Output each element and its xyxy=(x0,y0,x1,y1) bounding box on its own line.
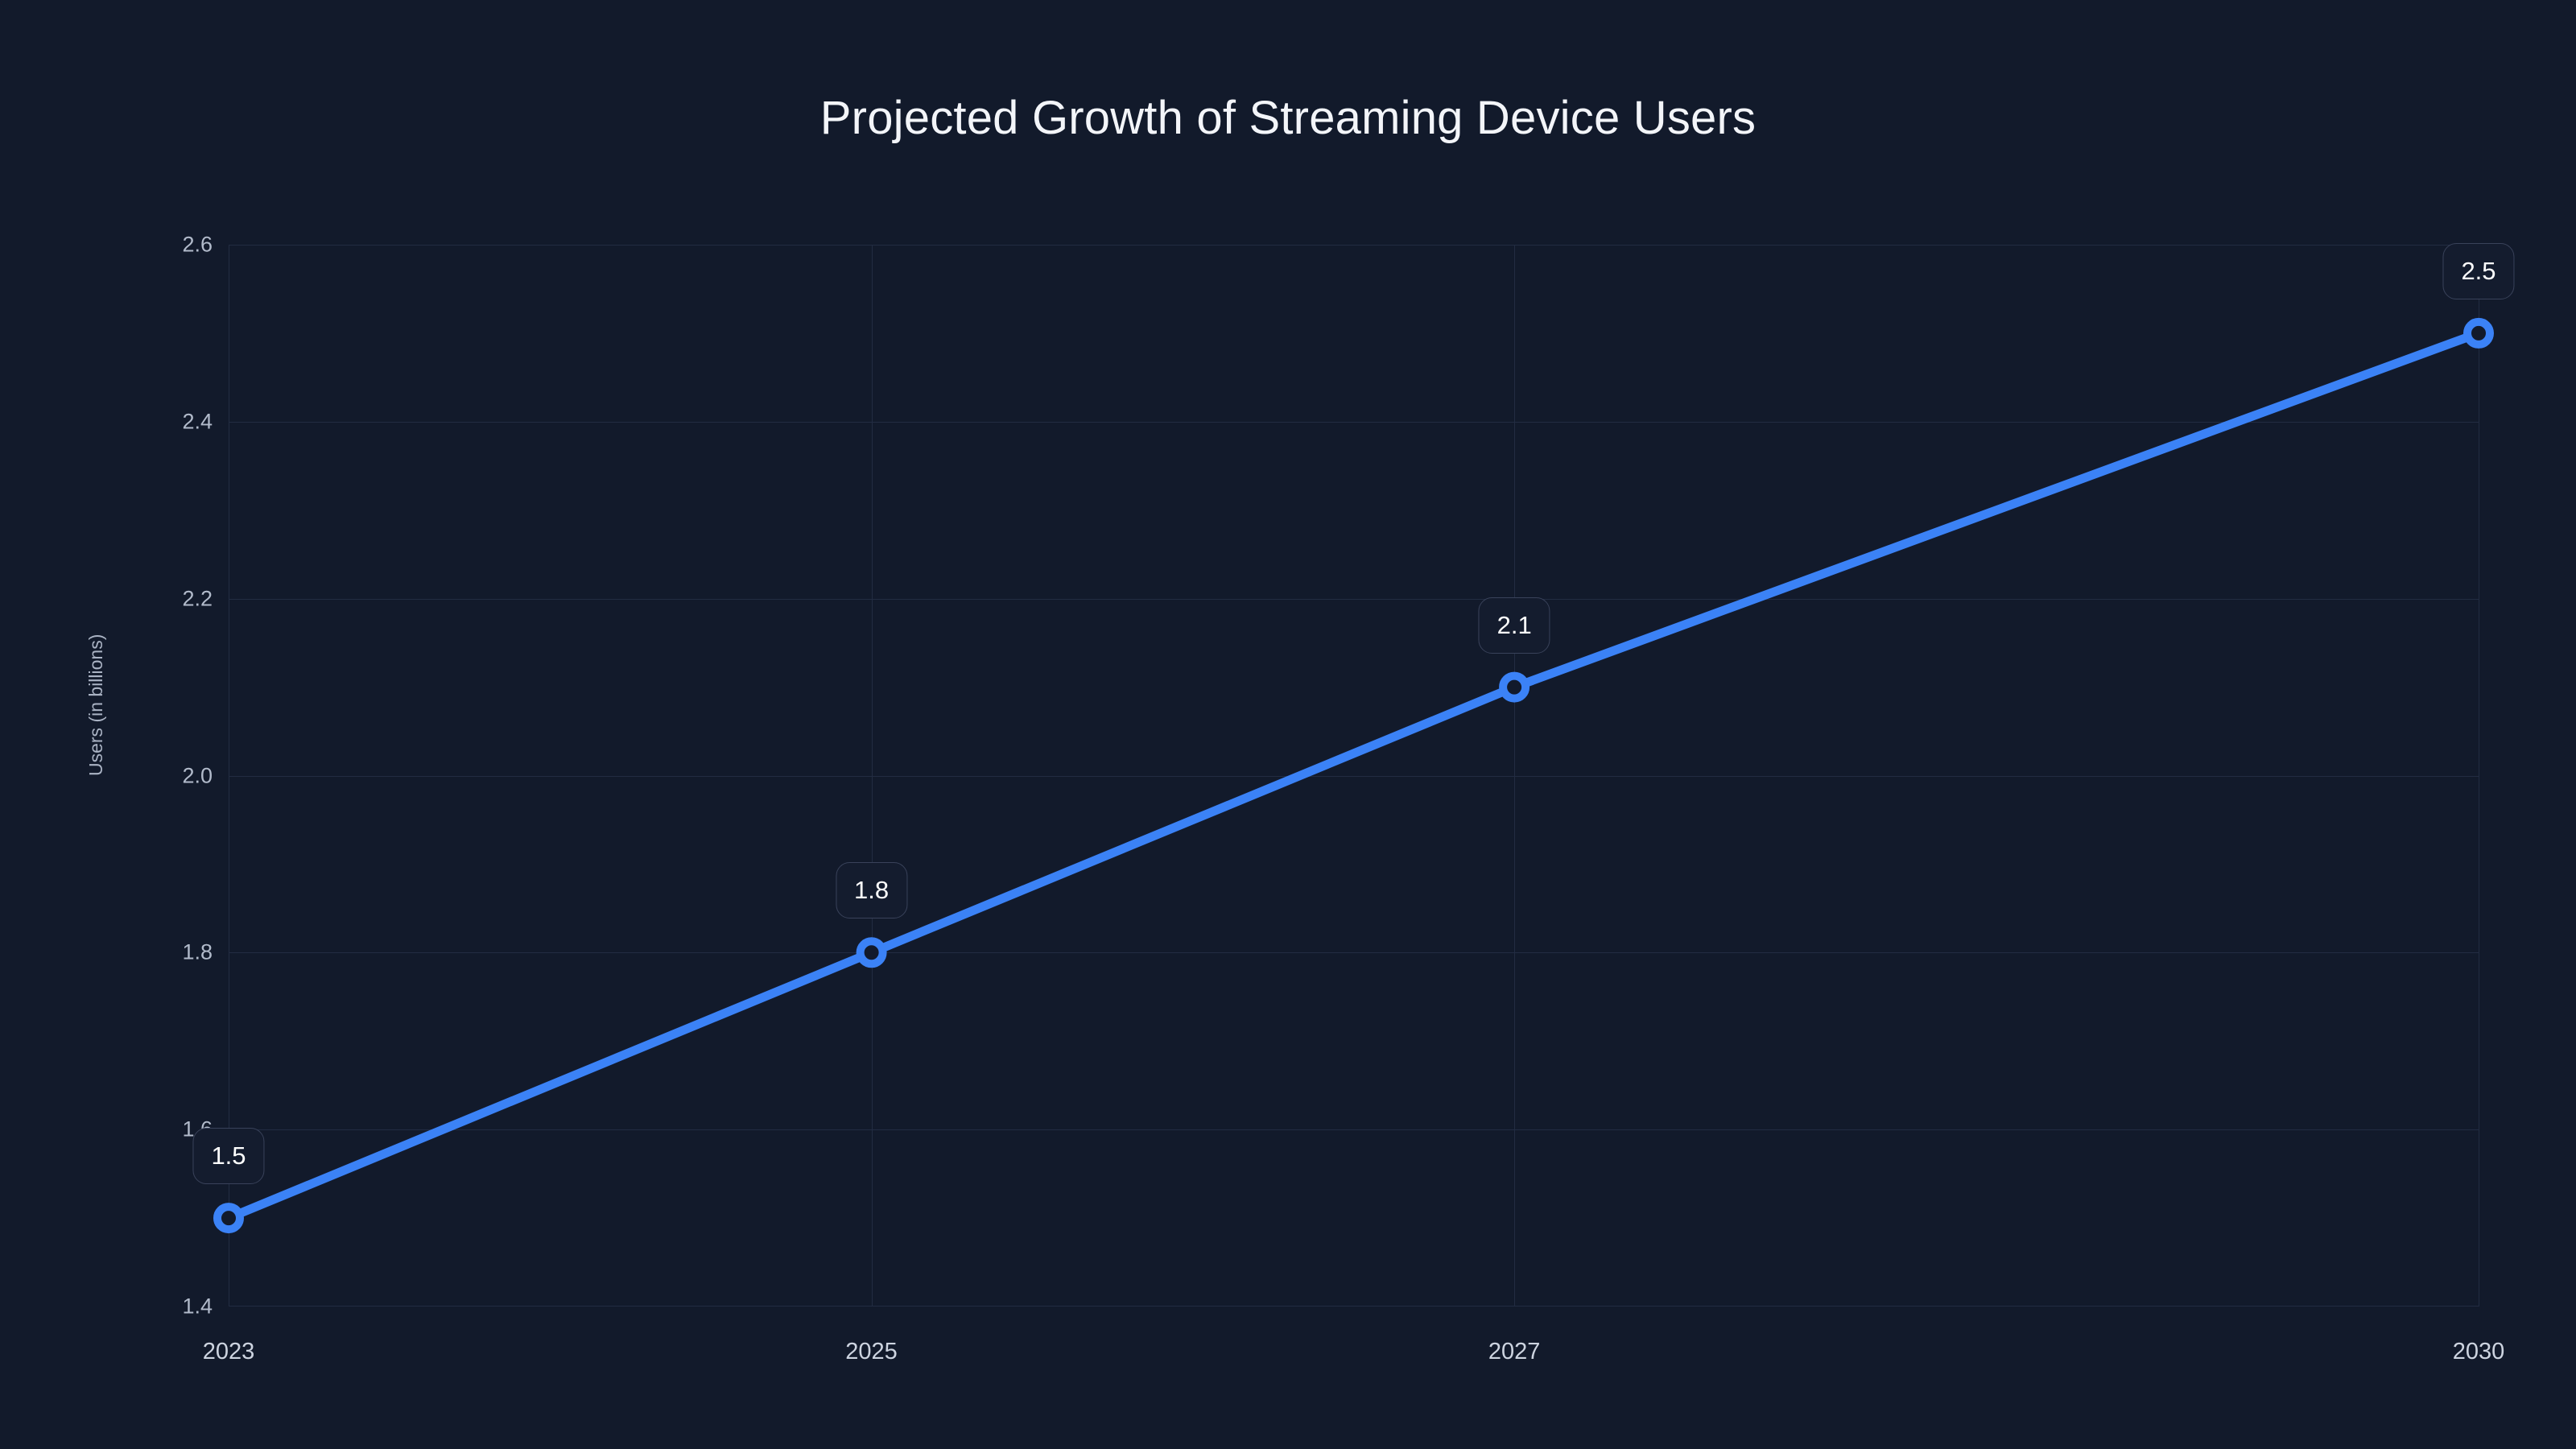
gridline-horizontal xyxy=(229,1129,2479,1131)
gridline-horizontal xyxy=(229,421,2479,423)
gridline-vertical xyxy=(871,245,873,1307)
chart-title: Projected Growth of Streaming Device Use… xyxy=(819,92,1757,144)
gridline-horizontal xyxy=(229,952,2479,954)
y-axis-tick-label: 1.8 xyxy=(182,939,213,964)
plot-area xyxy=(229,245,2479,1307)
x-axis-tick-label: 2025 xyxy=(845,1339,898,1364)
y-axis-tick-label: 2.0 xyxy=(182,763,213,787)
x-axis-tick-label: 2023 xyxy=(202,1339,255,1364)
gridline-horizontal xyxy=(229,598,2479,600)
x-axis-line xyxy=(229,1306,2479,1307)
y-axis-tick-label: 2.6 xyxy=(182,232,213,257)
y-axis-tick-label: 2.2 xyxy=(182,586,213,611)
gridline-horizontal xyxy=(229,775,2479,777)
y-axis-tick-label: 1.4 xyxy=(182,1294,213,1319)
y-axis-label: Users (in billions) xyxy=(85,634,106,776)
x-axis-tick-label: 2030 xyxy=(2452,1339,2505,1364)
data-point-value-badge: 2.5 xyxy=(2442,242,2515,299)
y-axis-tick-label: 2.4 xyxy=(182,409,213,434)
data-point-value-badge: 2.1 xyxy=(1478,597,1550,654)
gridline-vertical xyxy=(1514,245,1516,1307)
data-point-value-badge: 1.5 xyxy=(192,1128,265,1185)
data-point-value-badge: 1.8 xyxy=(836,862,908,919)
x-axis-tick-label: 2027 xyxy=(1488,1339,1541,1364)
gridline-horizontal xyxy=(229,245,2479,246)
